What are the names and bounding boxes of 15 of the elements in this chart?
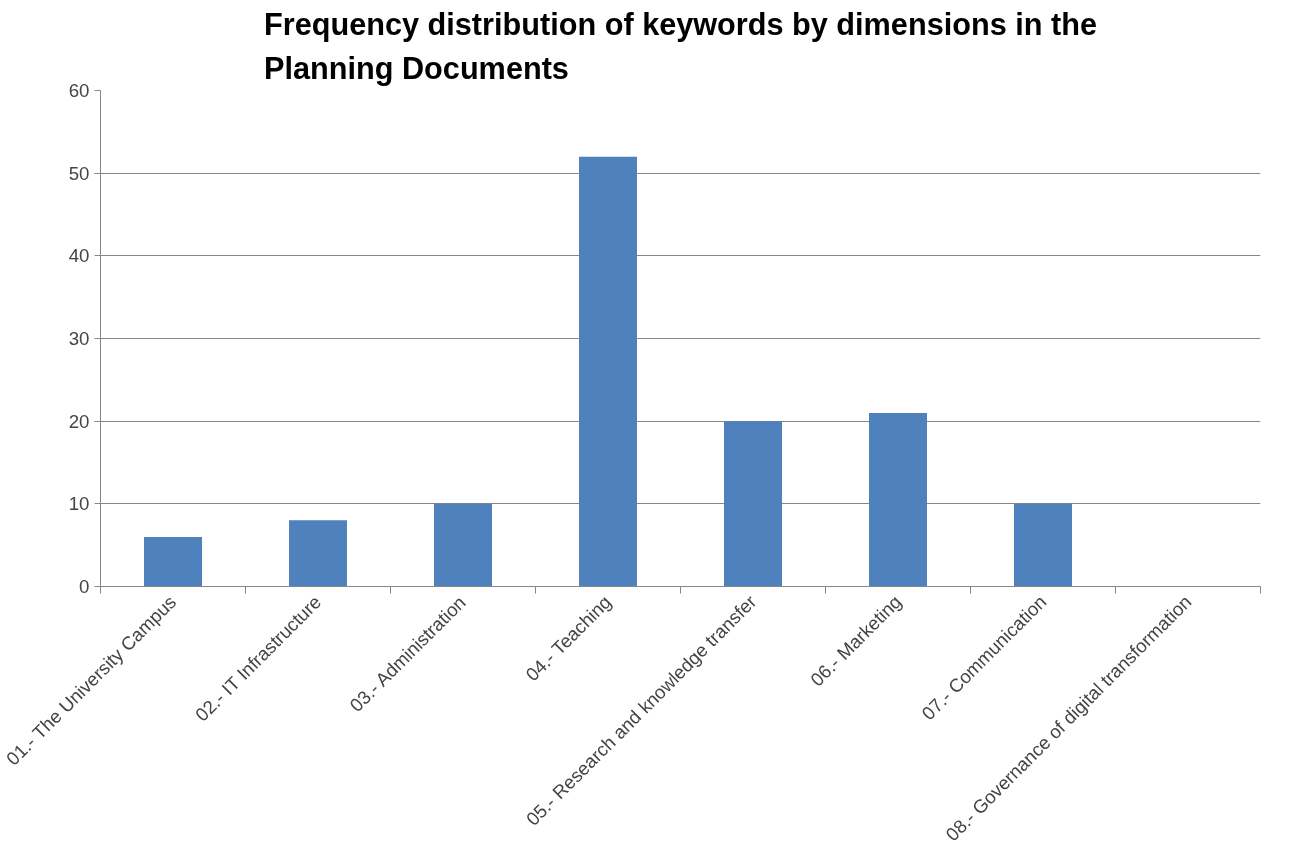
y-tick-label: 40 <box>68 245 90 267</box>
y-tick-label: 10 <box>68 493 90 515</box>
y-tick-label: 0 <box>79 576 90 597</box>
bar <box>434 503 492 587</box>
y-tick-label: 60 <box>68 80 90 101</box>
bar <box>724 421 782 587</box>
y-tick-label: 50 <box>68 162 90 184</box>
y-tick-label: 30 <box>68 328 90 349</box>
bar <box>1014 503 1072 587</box>
chart-title: Frequency distribution of keywords by dimensions in the Planning Documents <box>264 7 1097 87</box>
y-tick-label: 20 <box>68 410 90 432</box>
bar <box>144 536 202 587</box>
bar <box>869 412 927 587</box>
bar <box>579 156 637 587</box>
bar <box>289 520 347 587</box>
